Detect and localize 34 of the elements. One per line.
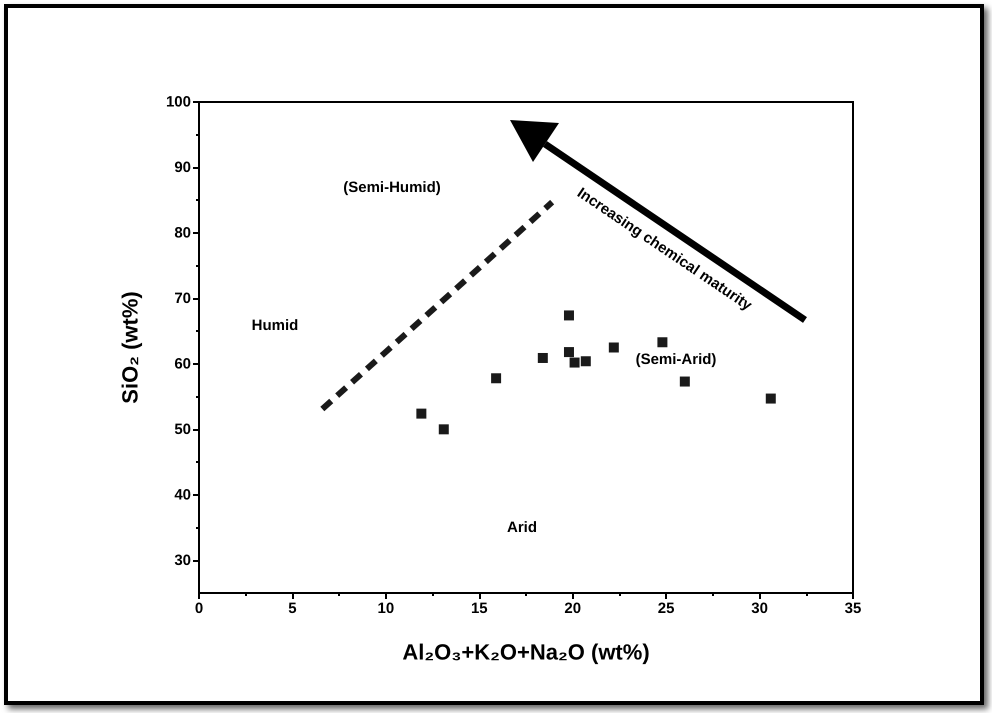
x-tick-label: 25 <box>658 600 674 617</box>
y-tick-label: 40 <box>174 486 191 504</box>
point <box>608 342 619 352</box>
point <box>766 394 776 404</box>
y-tick-label: 30 <box>174 552 191 569</box>
annotation: (Semi-Humid) <box>343 179 441 196</box>
y-axis-title: SiO₂ (wt%) <box>118 291 142 404</box>
x-tick-label: 20 <box>564 600 582 617</box>
y-tick-label: 90 <box>174 158 191 176</box>
y-tick-label: 50 <box>174 420 191 438</box>
y-tick-label: 60 <box>174 355 191 372</box>
point <box>438 424 449 434</box>
point <box>564 347 574 358</box>
point <box>680 376 690 387</box>
annotation: Arid <box>507 519 537 536</box>
point <box>570 358 580 368</box>
x-tick-label: 10 <box>378 600 394 617</box>
x-axis-title: Al₂O₃+K₂O+Na₂O (wt%) <box>402 640 650 664</box>
y-tick-label: 80 <box>174 224 191 242</box>
annotation: (Semi-Arid) <box>636 351 716 368</box>
point <box>538 352 548 363</box>
point <box>657 337 668 348</box>
annotation: Humid <box>252 317 298 334</box>
point <box>580 356 591 366</box>
point <box>416 408 426 419</box>
point <box>564 310 574 320</box>
point <box>491 373 502 384</box>
x-tick-label: 35 <box>844 600 862 617</box>
x-tick-label: 5 <box>288 600 297 617</box>
x-tick-label: 30 <box>751 600 768 617</box>
x-tick-label: 0 <box>194 600 204 617</box>
y-tick-label: 100 <box>166 94 191 110</box>
x-tick-label: 15 <box>470 600 488 617</box>
y-tick-label: 70 <box>174 290 191 307</box>
